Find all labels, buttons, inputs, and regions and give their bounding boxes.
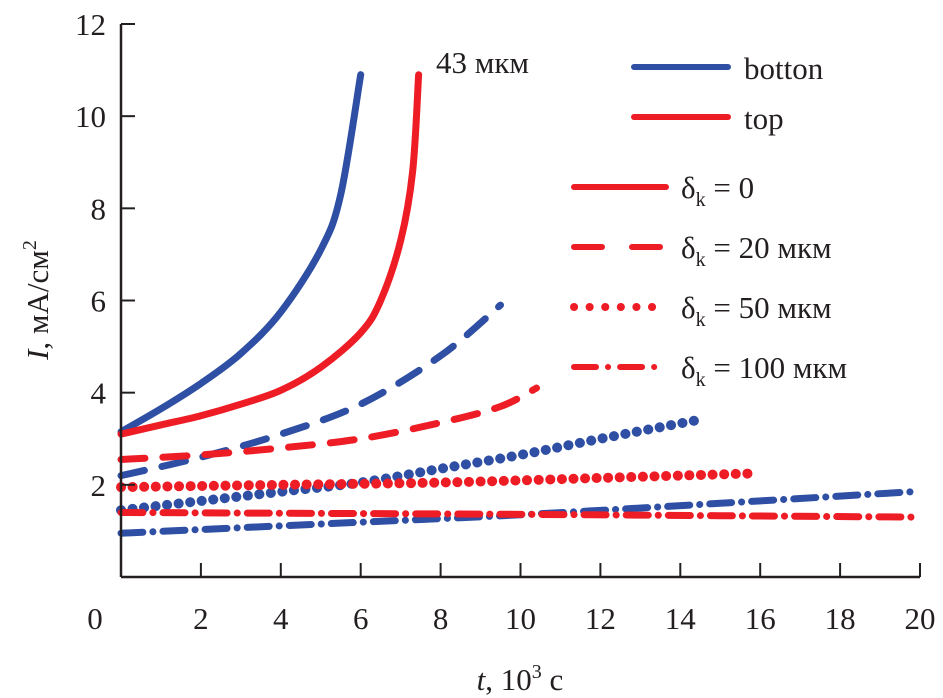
y-tick-label: 6 [91, 284, 107, 319]
x-tick-label: 4 [273, 601, 289, 636]
legend-label-dotted: δk = 50 мкм [681, 290, 832, 331]
x-axis-title: t, 103 с [477, 661, 564, 697]
x-axis-rest: , 10 [485, 662, 532, 697]
legend-value: = 0 [706, 170, 754, 205]
x-tick-label: 2 [193, 601, 209, 636]
series-layer [116, 71, 916, 537]
series-line-top-solid [117, 71, 423, 438]
x-axis-unit: с [542, 662, 564, 697]
x-ticks: 0 2 4 6 8 10 12 14 16 18 20 [87, 563, 936, 636]
y-ticks: 2 4 6 8 10 12 [75, 7, 135, 503]
legend-value: = 50 мкм [706, 290, 832, 325]
x-axis-var: t [477, 662, 487, 697]
legend-delta-symbol: δ [681, 350, 696, 385]
legend-subscript: k [696, 309, 706, 331]
legend-label-top: top [744, 101, 784, 136]
series-line-top-dashed [117, 384, 540, 463]
legend-label-botton: botton [744, 51, 824, 86]
legend-subscript: k [696, 249, 706, 271]
series-line-botton-dotted [116, 415, 702, 516]
x-axis-sup: 3 [532, 661, 542, 683]
curve-annotation: 43 мкм [436, 45, 529, 80]
legend-label-dashed: δk = 20 мкм [681, 230, 832, 271]
series-line-botton-dashed [117, 301, 505, 480]
series-line-top-dashdot [117, 508, 916, 521]
y-tick-label: 2 [91, 468, 107, 503]
legend-label-dashdot: δk = 100 мкм [681, 350, 847, 391]
series-line-top-dotted [116, 468, 762, 493]
legend-value: = 20 мкм [706, 230, 832, 265]
legend-subscript: k [696, 369, 706, 391]
x-tick-label: 14 [665, 601, 697, 636]
series-line-botton-solid [117, 71, 365, 436]
legend-value: = 100 мкм [706, 350, 848, 385]
y-axis-rest: , мА/см [20, 250, 55, 350]
x-tick-label: 18 [825, 601, 856, 636]
y-axis-var: I [20, 348, 55, 361]
y-tick-label: 12 [75, 7, 106, 42]
legend-delta-symbol: δ [681, 170, 696, 205]
y-tick-label: 8 [91, 191, 107, 226]
x-tick-label: 10 [505, 601, 536, 636]
legend-label-solid: δk = 0 [681, 170, 754, 211]
y-axis-title: I, мА/см2 [19, 240, 55, 361]
legend-delta-symbol: δ [681, 290, 696, 325]
y-tick-label: 4 [91, 376, 107, 411]
x-tick-label: 6 [353, 601, 369, 636]
legend-subscript: k [696, 189, 706, 211]
x-tick-label: 8 [433, 601, 449, 636]
x-tick-label: 20 [905, 601, 936, 636]
legend-color: botton top [631, 51, 824, 136]
x-tick-label: 0 [87, 601, 103, 636]
x-tick-label: 12 [585, 601, 616, 636]
y-tick-label: 10 [75, 99, 106, 134]
legend-delta-symbol: δ [681, 230, 696, 265]
y-axis-sup: 2 [19, 240, 41, 250]
x-tick-label: 16 [745, 601, 776, 636]
axes-layer: 0 2 4 6 8 10 12 14 16 18 20 2 4 6 8 10 12 [75, 7, 936, 636]
